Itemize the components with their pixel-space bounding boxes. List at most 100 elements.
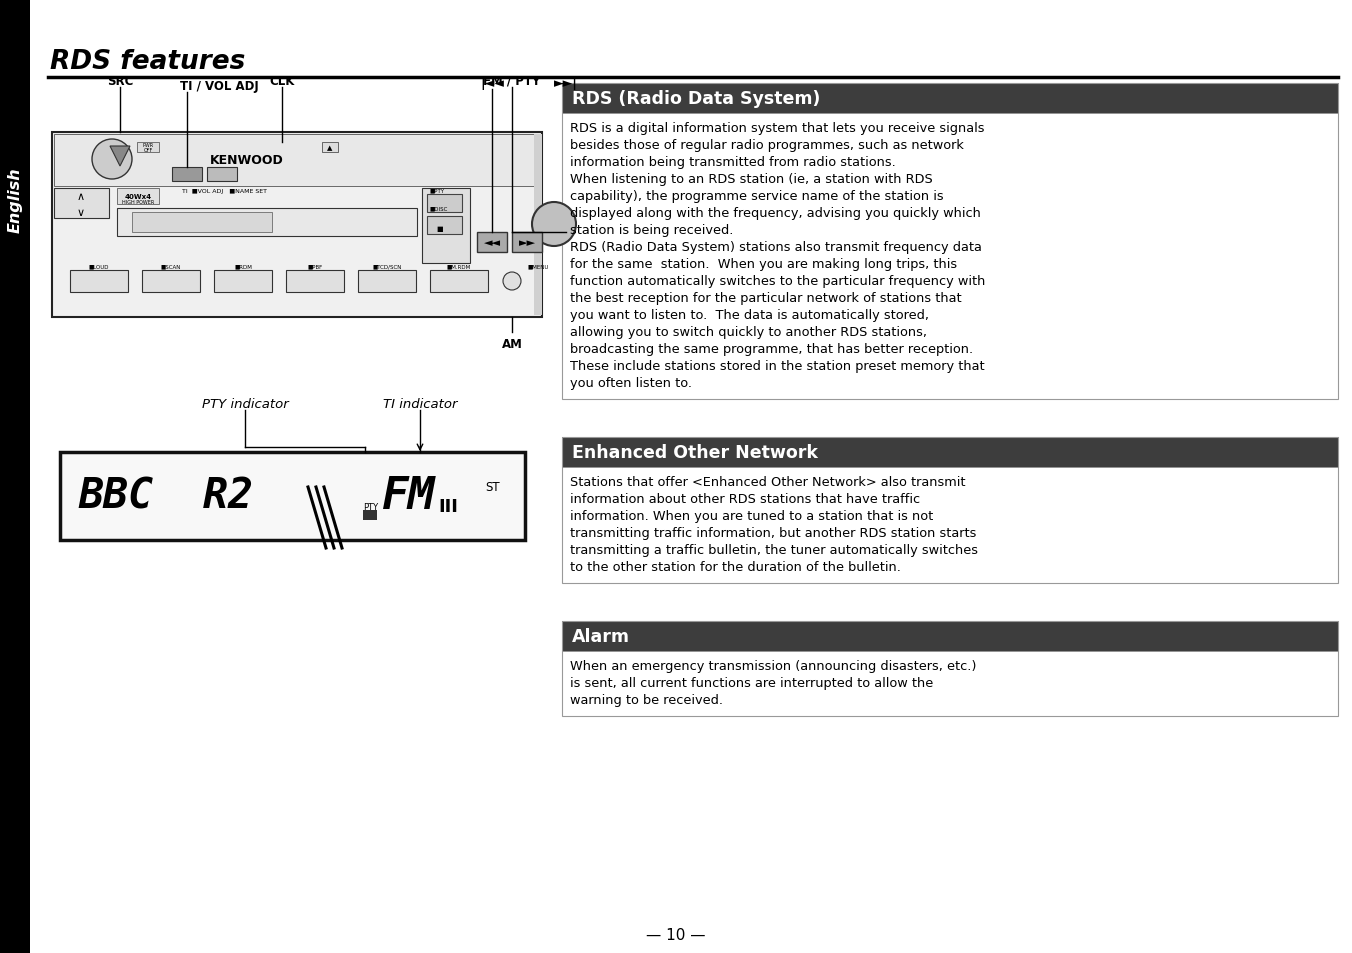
- Text: you often listen to.: you often listen to.: [571, 376, 692, 390]
- Text: ■TCD/SCN: ■TCD/SCN: [372, 264, 402, 269]
- Text: ■LOUD: ■LOUD: [89, 264, 110, 269]
- Text: AM: AM: [502, 337, 522, 351]
- Text: PWR
OFF: PWR OFF: [142, 142, 154, 153]
- Bar: [422, 189, 470, 264]
- Bar: [54, 189, 110, 219]
- Bar: [562, 621, 1338, 651]
- Bar: [207, 168, 237, 182]
- Text: |◄◄: |◄◄: [480, 77, 504, 90]
- Bar: [562, 437, 1338, 468]
- Bar: [51, 132, 542, 317]
- Bar: [132, 213, 272, 233]
- Text: HIGH POWER: HIGH POWER: [122, 200, 154, 205]
- Text: When an emergency transmission (announcing disasters, etc.): When an emergency transmission (announci…: [571, 659, 976, 672]
- Text: displayed along with the frequency, advising you quickly which: displayed along with the frequency, advi…: [571, 207, 980, 220]
- Text: RDS features: RDS features: [50, 49, 245, 75]
- Text: When listening to an RDS station (ie, a station with RDS: When listening to an RDS station (ie, a …: [571, 172, 933, 186]
- Circle shape: [503, 273, 521, 291]
- Bar: [51, 132, 542, 317]
- Text: you want to listen to.  The data is automatically stored,: you want to listen to. The data is autom…: [571, 309, 929, 322]
- Text: Enhanced Other Network: Enhanced Other Network: [572, 443, 818, 461]
- Text: KENWOOD: KENWOOD: [210, 153, 284, 167]
- Text: BBC  R2: BBC R2: [78, 476, 253, 517]
- Bar: [118, 189, 160, 205]
- Bar: [142, 271, 200, 293]
- Text: ▲: ▲: [327, 145, 333, 151]
- Text: the best reception for the particular network of stations that: the best reception for the particular ne…: [571, 292, 961, 305]
- Bar: [562, 84, 1338, 113]
- Bar: [59, 453, 525, 540]
- Text: TI indicator: TI indicator: [383, 397, 457, 411]
- Bar: [172, 168, 201, 182]
- Text: transmitting traffic information, but another RDS station starts: transmitting traffic information, but an…: [571, 526, 976, 539]
- Text: for the same  station.  When you are making long trips, this: for the same station. When you are makin…: [571, 257, 957, 271]
- Bar: [430, 271, 488, 293]
- Polygon shape: [110, 147, 130, 167]
- Text: ◄◄: ◄◄: [484, 237, 500, 248]
- Bar: [512, 233, 542, 253]
- Text: TI  ■VOL ADJ   ■NAME SET: TI ■VOL ADJ ■NAME SET: [183, 189, 266, 193]
- Text: warning to be received.: warning to be received.: [571, 693, 723, 706]
- Text: RDS is a digital information system that lets you receive signals: RDS is a digital information system that…: [571, 122, 984, 135]
- Bar: [534, 135, 542, 315]
- Text: ■M.RDM: ■M.RDM: [448, 264, 470, 269]
- Text: PTY: PTY: [362, 502, 379, 512]
- Text: ST: ST: [485, 480, 500, 494]
- Circle shape: [92, 140, 132, 180]
- Text: ►►: ►►: [519, 237, 535, 248]
- Text: besides those of regular radio programmes, such as network: besides those of regular radio programme…: [571, 139, 964, 152]
- Text: ■PTY: ■PTY: [430, 188, 445, 193]
- Bar: [562, 84, 1338, 113]
- Text: These include stations stored in the station preset memory that: These include stations stored in the sta…: [571, 359, 984, 373]
- Text: ■: ■: [437, 226, 443, 232]
- Text: information being transmitted from radio stations.: information being transmitted from radio…: [571, 156, 896, 169]
- Bar: [118, 209, 416, 236]
- Text: SRC: SRC: [107, 75, 134, 88]
- Text: CLK: CLK: [269, 75, 295, 88]
- Text: ∧: ∧: [77, 192, 85, 202]
- Text: Stations that offer <Enhanced Other Network> also transmit: Stations that offer <Enhanced Other Netw…: [571, 476, 965, 489]
- Bar: [0, 0, 30, 953]
- Bar: [70, 271, 128, 293]
- Bar: [477, 233, 507, 253]
- Text: transmitting a traffic bulletin, the tuner automatically switches: transmitting a traffic bulletin, the tun…: [571, 543, 977, 557]
- Text: RDS (Radio Data System) stations also transmit frequency data: RDS (Radio Data System) stations also tr…: [571, 241, 982, 253]
- Text: ∨: ∨: [77, 208, 85, 218]
- Bar: [562, 621, 1338, 717]
- Text: Alarm: Alarm: [572, 627, 630, 645]
- Text: ■RDM: ■RDM: [234, 264, 251, 269]
- Bar: [59, 453, 525, 540]
- Text: allowing you to switch quickly to another RDS stations,: allowing you to switch quickly to anothe…: [571, 326, 927, 338]
- Text: ■MENU: ■MENU: [529, 264, 549, 269]
- Bar: [137, 143, 160, 152]
- Text: station is being received.: station is being received.: [571, 224, 733, 236]
- Circle shape: [531, 203, 576, 247]
- Bar: [54, 135, 539, 187]
- Text: ►►|: ►►|: [554, 77, 577, 90]
- Text: to the other station for the duration of the bulletin.: to the other station for the duration of…: [571, 560, 900, 574]
- Text: FM / PTY: FM / PTY: [483, 75, 541, 88]
- Bar: [562, 437, 1338, 583]
- Text: TI / VOL ADJ: TI / VOL ADJ: [180, 80, 258, 92]
- Bar: [427, 194, 462, 213]
- Bar: [322, 143, 338, 152]
- Text: ■PBF: ■PBF: [307, 264, 323, 269]
- Text: 40Wx4: 40Wx4: [124, 193, 151, 200]
- Text: English: English: [8, 167, 23, 233]
- Text: information. When you are tuned to a station that is not: information. When you are tuned to a sta…: [571, 510, 933, 522]
- Bar: [562, 437, 1338, 468]
- Text: function automatically switches to the particular frequency with: function automatically switches to the p…: [571, 274, 986, 288]
- Text: PTY indicator: PTY indicator: [201, 397, 288, 411]
- Text: — 10 —: — 10 —: [646, 927, 706, 943]
- Text: is sent, all current functions are interrupted to allow the: is sent, all current functions are inter…: [571, 677, 933, 689]
- Bar: [427, 216, 462, 234]
- Text: FM: FM: [383, 475, 435, 518]
- Text: ■DISC: ■DISC: [430, 206, 449, 211]
- Bar: [54, 135, 539, 187]
- Bar: [358, 271, 416, 293]
- Text: III: III: [438, 497, 458, 516]
- Bar: [214, 271, 272, 293]
- Bar: [562, 84, 1338, 399]
- Bar: [362, 511, 377, 520]
- Text: broadcasting the same programme, that has better reception.: broadcasting the same programme, that ha…: [571, 343, 973, 355]
